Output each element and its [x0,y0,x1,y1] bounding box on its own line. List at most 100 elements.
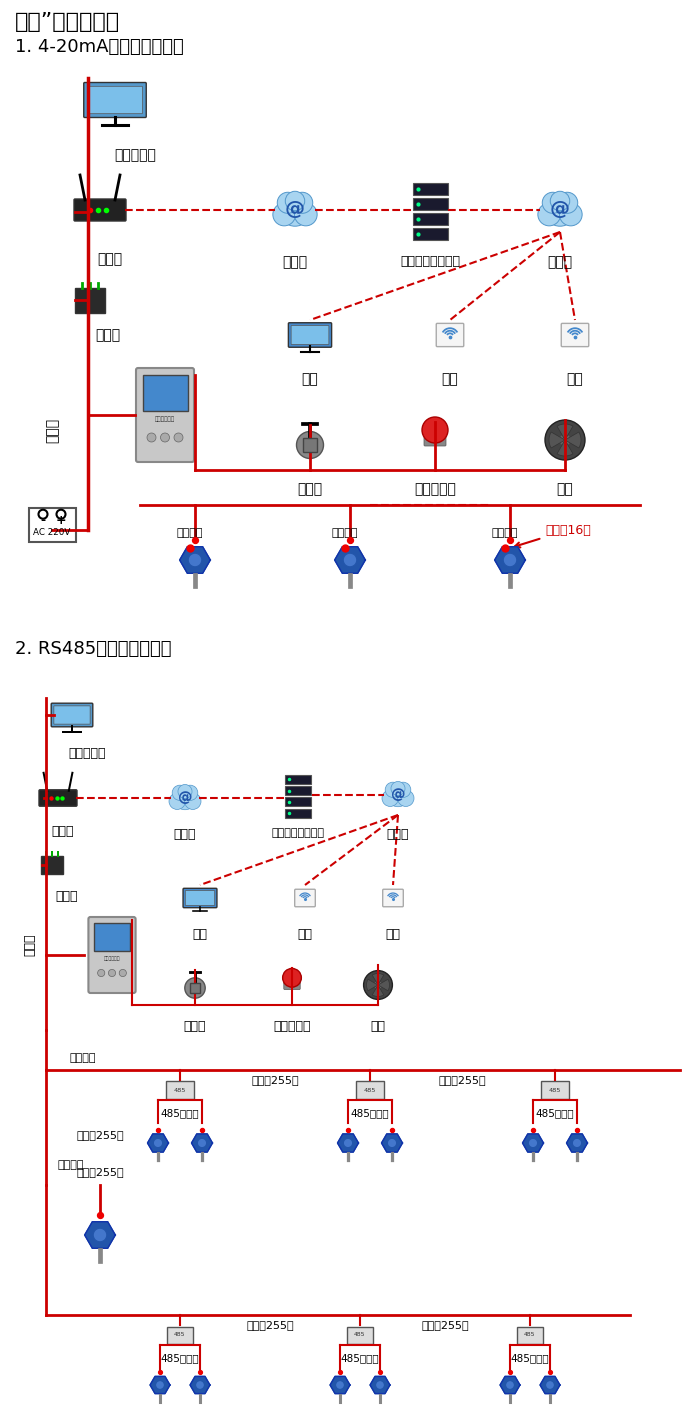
Polygon shape [500,1376,520,1393]
Text: 路由器: 路由器 [52,825,74,839]
Circle shape [183,785,198,801]
Text: 可连接255台: 可连接255台 [421,1320,469,1330]
FancyBboxPatch shape [183,888,217,908]
FancyBboxPatch shape [412,198,447,210]
Polygon shape [150,1376,170,1393]
Text: 通讯线: 通讯线 [24,934,36,957]
FancyBboxPatch shape [412,228,447,241]
Text: 485: 485 [174,1088,186,1092]
Text: 可连接255台: 可连接255台 [246,1320,294,1330]
Text: 安帖尔网络服务器: 安帖尔网络服务器 [400,255,460,267]
Text: 485中继器: 485中继器 [341,1354,379,1363]
Circle shape [286,191,304,211]
Circle shape [178,785,192,799]
Text: 手机: 手机 [298,929,312,941]
FancyBboxPatch shape [412,183,447,196]
Circle shape [385,782,400,798]
Text: 485: 485 [524,1332,536,1338]
Wedge shape [549,432,565,447]
Text: AC 220V: AC 220V [34,528,71,536]
Circle shape [550,191,570,211]
Circle shape [153,1138,162,1148]
FancyBboxPatch shape [75,287,105,312]
Wedge shape [372,974,384,985]
Text: 信号输出: 信号输出 [58,1159,85,1171]
FancyBboxPatch shape [186,891,215,906]
Text: 可连接255台: 可连接255台 [76,1130,124,1140]
Text: 声光报警器: 声光报警器 [273,1020,311,1033]
Circle shape [279,194,312,227]
FancyBboxPatch shape [51,704,93,727]
Text: 电磁阀: 电磁阀 [183,1020,206,1033]
Circle shape [93,1228,107,1242]
Text: 485中继器: 485中继器 [511,1354,550,1363]
Circle shape [283,968,302,988]
Polygon shape [180,547,210,573]
Circle shape [559,203,582,227]
Wedge shape [367,979,378,991]
Text: 互联网: 互联网 [282,255,307,269]
FancyBboxPatch shape [88,917,136,993]
FancyBboxPatch shape [190,982,200,993]
Circle shape [97,969,105,976]
Text: +: + [56,514,66,528]
Circle shape [391,781,405,795]
Wedge shape [565,432,581,447]
Circle shape [545,1380,554,1389]
FancyBboxPatch shape [167,1327,193,1344]
Polygon shape [382,1134,402,1152]
FancyBboxPatch shape [288,322,332,348]
Text: 互联网: 互联网 [386,827,410,841]
Circle shape [197,1138,206,1148]
Text: 485中继器: 485中继器 [161,1354,199,1363]
Circle shape [503,553,517,567]
Circle shape [505,1380,514,1389]
Circle shape [374,981,382,989]
Text: 485中继器: 485中继器 [161,1107,199,1119]
FancyBboxPatch shape [143,374,188,411]
Polygon shape [335,547,365,573]
FancyBboxPatch shape [424,433,446,446]
Text: 手机: 手机 [442,371,458,386]
FancyBboxPatch shape [285,775,311,784]
Circle shape [174,433,183,442]
Circle shape [155,1380,164,1389]
Circle shape [188,553,202,567]
FancyBboxPatch shape [356,1081,384,1099]
Text: 485中继器: 485中继器 [351,1107,389,1119]
FancyBboxPatch shape [383,889,403,906]
Text: 安帖尔网络服务器: 安帖尔网络服务器 [272,827,325,839]
Circle shape [147,433,156,442]
Text: 可连接255台: 可连接255台 [438,1075,486,1085]
Text: 信号输出: 信号输出 [70,1052,97,1064]
FancyBboxPatch shape [561,324,589,346]
FancyBboxPatch shape [285,798,311,806]
Polygon shape [566,1134,587,1152]
FancyBboxPatch shape [88,86,143,114]
Text: 终端: 终端 [386,929,400,941]
Polygon shape [337,1134,358,1152]
Circle shape [386,784,410,806]
FancyBboxPatch shape [346,1327,373,1344]
Text: 可连接16个: 可连接16个 [515,523,591,547]
Text: 互联网: 互联网 [174,827,196,841]
Polygon shape [495,547,525,573]
Polygon shape [540,1376,560,1393]
Text: 电脑: 电脑 [193,929,207,941]
FancyBboxPatch shape [94,923,130,951]
Circle shape [297,432,323,459]
Text: 单机版电脑: 单机版电脑 [114,148,156,162]
Wedge shape [372,985,384,996]
FancyBboxPatch shape [39,789,77,806]
Circle shape [277,193,298,214]
Circle shape [295,203,317,227]
Circle shape [395,782,411,798]
Text: 1. 4-20mA信号连接系统图: 1. 4-20mA信号连接系统图 [15,38,183,56]
Circle shape [376,1380,384,1389]
Text: 互联网: 互联网 [547,255,573,269]
Text: @: @ [178,791,193,805]
Text: 信号输出: 信号输出 [176,528,203,537]
Text: 485: 485 [549,1088,561,1092]
Text: @: @ [285,201,305,219]
Text: -: - [41,514,46,528]
